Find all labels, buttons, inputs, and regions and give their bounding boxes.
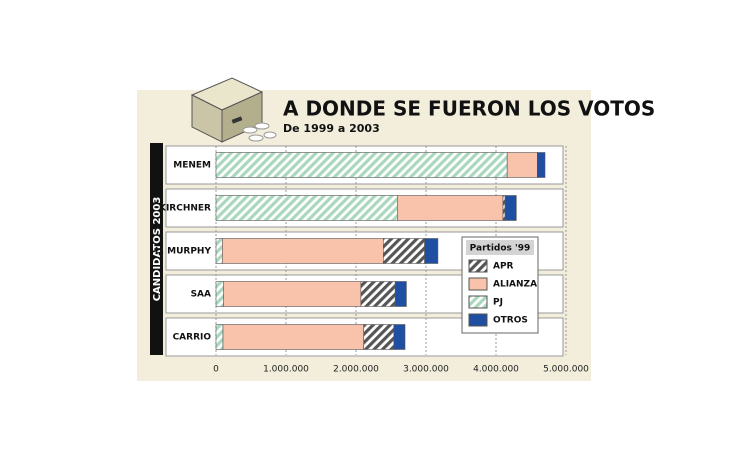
- bar-segment: [222, 238, 384, 264]
- legend-swatch: [468, 259, 488, 273]
- ballot-box-icon: [190, 77, 277, 143]
- bar-segment: [536, 152, 546, 178]
- bar-segment: [223, 281, 362, 307]
- bar-segment: [382, 238, 425, 264]
- y-tick-label: KIRCHNER: [159, 204, 211, 214]
- bar-segment: [504, 195, 517, 221]
- y-tick-label: L. MURPHY: [155, 247, 212, 257]
- x-tick-label: 1.000.000: [263, 365, 309, 375]
- bar-segment: [363, 324, 395, 350]
- x-tick-label: 0: [213, 365, 219, 375]
- bar-segment: [222, 324, 364, 350]
- legend-label: ALIANZA: [493, 280, 537, 290]
- bar-segment: [506, 152, 538, 178]
- bar-segment: [215, 195, 398, 221]
- x-tick-label: 5.000.000: [543, 365, 589, 375]
- y-axis-label: CANDIDATOS 2003: [152, 197, 163, 302]
- legend-header: [466, 240, 534, 255]
- y-tick-label: CARRIO: [173, 333, 212, 343]
- y-label-band: [150, 143, 163, 355]
- chart-subtitle: De 1999 a 2003: [283, 122, 380, 135]
- bar-segment: [215, 238, 223, 264]
- y-tick-label: MENEM: [173, 161, 211, 171]
- bar-segment: [393, 324, 406, 350]
- bar-segment: [215, 324, 224, 350]
- legend-label: APR: [493, 262, 514, 272]
- bar-segment: [394, 281, 407, 307]
- x-tick-label: 2.000.000: [333, 365, 379, 375]
- bar-segment: [360, 281, 396, 307]
- legend-swatch: [468, 277, 488, 291]
- bar-segment: [396, 195, 504, 221]
- chart-title: A DONDE SE FUERON LOS VOTOS: [283, 97, 655, 121]
- bar-segment: [502, 195, 506, 221]
- legend-swatch: [468, 313, 488, 327]
- x-tick-label: 3.000.000: [403, 365, 449, 375]
- legend-label: OTROS: [493, 316, 528, 326]
- bar-segment: [215, 152, 508, 178]
- bar-segment: [215, 281, 224, 307]
- x-tick-label: 4.000.000: [473, 365, 519, 375]
- legend-swatch: [468, 295, 488, 309]
- bar-segment: [424, 238, 439, 264]
- legend-label: PJ: [493, 298, 503, 308]
- y-tick-label: SAA: [191, 290, 211, 300]
- legend-title: Partidos '99: [470, 244, 531, 254]
